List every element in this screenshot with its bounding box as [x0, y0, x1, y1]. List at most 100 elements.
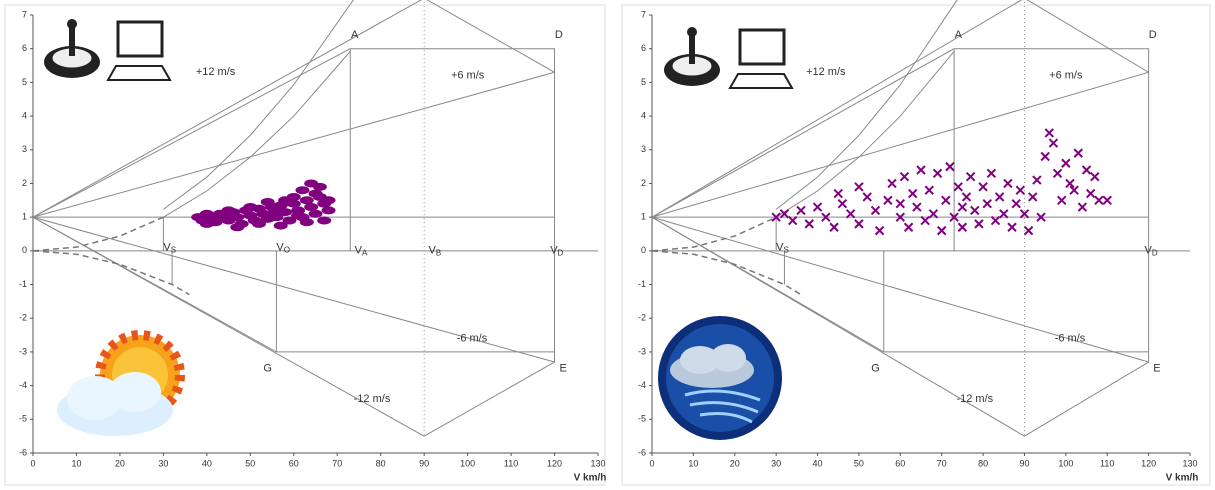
point	[1058, 196, 1066, 204]
y-tick-label: -2	[19, 313, 27, 323]
speed-label-sub: O	[284, 245, 290, 254]
point	[230, 223, 244, 231]
point	[917, 166, 925, 174]
point	[847, 210, 855, 218]
x-tick-label: 20	[730, 458, 740, 468]
annotation: -12 m/s	[956, 393, 993, 405]
point	[1025, 227, 1033, 235]
point	[942, 196, 950, 204]
y-tick-label: 1	[641, 212, 646, 222]
point	[1049, 139, 1057, 147]
y-tick-label: 4	[641, 110, 646, 120]
envelope-line	[163, 0, 354, 209]
x-tick-label: 10	[71, 458, 81, 468]
page: {"chart_data": [ {"type": "scatter", "xl…	[0, 0, 1215, 490]
point	[309, 190, 323, 198]
speed-label: VD	[1144, 245, 1157, 258]
speed-label: VS	[163, 241, 176, 254]
y-tick-label: -5	[19, 414, 27, 424]
y-tick-label: 6	[641, 43, 646, 53]
y-tick-label: 5	[641, 77, 646, 87]
y-tick-label: 3	[22, 144, 27, 154]
point	[896, 200, 904, 208]
point	[222, 206, 236, 214]
envelope-line	[33, 251, 189, 295]
point	[946, 163, 954, 171]
point	[834, 190, 842, 198]
x-tick-label: 70	[332, 458, 342, 468]
y-tick-label: -4	[19, 380, 27, 390]
annotation: E	[1153, 363, 1160, 375]
point	[871, 206, 879, 214]
x-tick-label: 80	[978, 458, 988, 468]
point	[805, 220, 813, 228]
envelope-line	[652, 0, 1024, 217]
point	[1045, 129, 1053, 137]
point	[274, 222, 288, 230]
annotation: A	[955, 29, 963, 41]
y-tick-label: 1	[22, 212, 27, 222]
y-tick-label: -4	[638, 380, 646, 390]
x-tick-label: 60	[289, 458, 299, 468]
x-tick-label: 70	[937, 458, 947, 468]
y-tick-label: -6	[638, 447, 646, 457]
annotation: D	[555, 29, 563, 41]
y-tick-label: 7	[22, 9, 27, 19]
x-tick-label: 30	[158, 458, 168, 468]
annotation: -6 m/s	[457, 332, 488, 344]
point	[830, 223, 838, 231]
x-tick-label: 110	[504, 458, 518, 468]
point	[1083, 166, 1091, 174]
point	[983, 200, 991, 208]
annotation: A	[351, 29, 359, 41]
speed-label-sub: B	[436, 249, 441, 258]
point	[814, 203, 822, 211]
y-tick-label: 0	[641, 245, 646, 255]
y-tick-label: 5	[22, 77, 27, 87]
point	[958, 223, 966, 231]
point	[884, 196, 892, 204]
envelope-line	[33, 0, 424, 217]
point	[905, 223, 913, 231]
speed-label-sub: S	[783, 245, 788, 254]
x-tick-label: 120	[547, 458, 562, 468]
x-tick-label: 60	[895, 458, 905, 468]
sim-icon	[664, 27, 792, 88]
annotation: G	[263, 363, 272, 375]
envelope-line	[33, 217, 276, 352]
point	[967, 173, 975, 181]
y-tick-label: -3	[19, 346, 27, 356]
point	[1062, 159, 1070, 167]
x-tick-label: 90	[419, 458, 429, 468]
annotation: E	[560, 363, 567, 375]
point	[1054, 169, 1062, 177]
point	[1074, 149, 1082, 157]
point	[300, 218, 314, 226]
envelope-line	[776, 0, 958, 209]
y-tick-label: 2	[22, 178, 27, 188]
point	[295, 186, 309, 194]
speed-label-sub: S	[171, 245, 176, 254]
x-tick-label: 50	[245, 458, 255, 468]
point	[855, 220, 863, 228]
annotation: D	[1149, 29, 1157, 41]
point	[971, 206, 979, 214]
point	[975, 220, 983, 228]
y-tick-label: 7	[641, 9, 646, 19]
point	[909, 190, 917, 198]
point	[1078, 203, 1086, 211]
point	[1066, 179, 1074, 187]
point	[958, 203, 966, 211]
point	[309, 210, 323, 218]
annotation: +6 m/s	[1049, 70, 1083, 82]
y-tick-label: -5	[638, 414, 646, 424]
point	[913, 203, 921, 211]
point	[322, 196, 336, 204]
point	[243, 203, 257, 211]
y-tick-label: 0	[22, 245, 27, 255]
x-tick-label: 110	[1100, 458, 1114, 468]
speed-label-sub: A	[362, 249, 368, 258]
point	[261, 198, 275, 206]
annotation: G	[871, 363, 880, 375]
annotation: +12 m/s	[806, 66, 846, 78]
